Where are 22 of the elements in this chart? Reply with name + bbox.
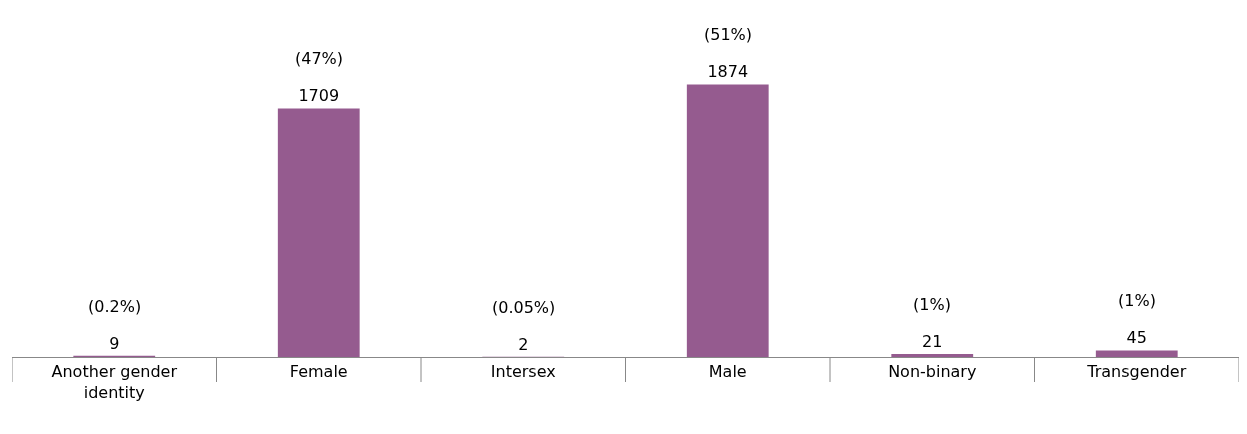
bar xyxy=(891,353,974,357)
bar xyxy=(1095,350,1178,357)
x-tick-label: Intersex xyxy=(490,362,556,382)
data-label: 1709 xyxy=(298,86,340,106)
annotation: (51%) xyxy=(704,25,753,44)
bar xyxy=(277,108,360,357)
annotation: (47%) xyxy=(295,49,344,68)
bar xyxy=(686,84,769,357)
data-label: 2 xyxy=(518,334,529,354)
data-label: 45 xyxy=(1126,328,1147,348)
annotation: (0.05%) xyxy=(492,298,556,317)
x-tick-label: Female xyxy=(289,362,348,382)
annotation: (1%) xyxy=(1118,291,1156,310)
data-label: 1874 xyxy=(707,62,749,82)
annotation: (1%) xyxy=(913,295,951,314)
x-tick-label: Male xyxy=(708,362,747,382)
annotation: (0.2%) xyxy=(88,297,142,316)
x-tick-label: Transgender xyxy=(1086,362,1187,382)
x-tick-label: Non-binary xyxy=(888,362,977,382)
x-tick-label: Another gender identity xyxy=(51,362,178,402)
data-label: 9 xyxy=(109,333,120,353)
data-label: 21 xyxy=(922,331,943,351)
